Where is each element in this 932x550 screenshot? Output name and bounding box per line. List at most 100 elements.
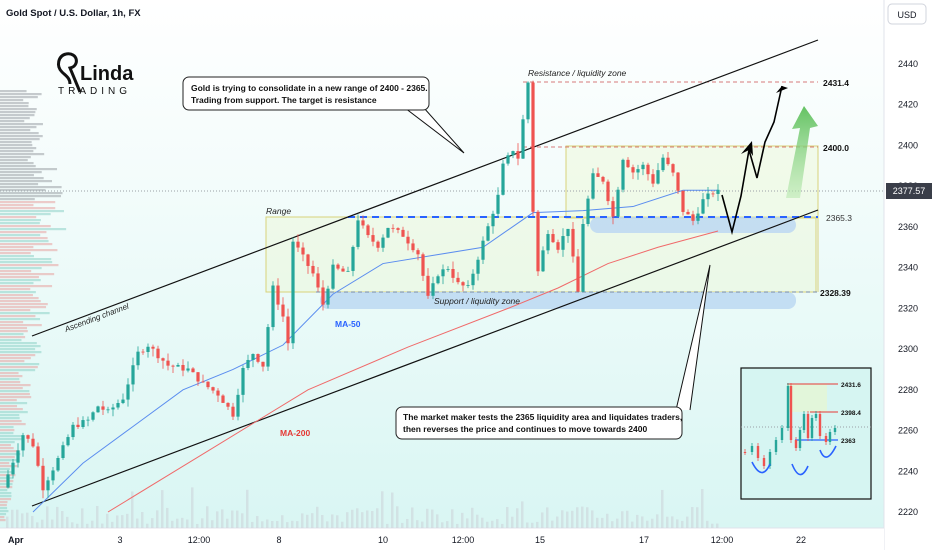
volume-bar (341, 521, 344, 528)
inset-candle-body (806, 414, 810, 438)
volume-profile-bar (0, 354, 36, 357)
candle-body (121, 399, 125, 404)
volume-profile-bar (0, 174, 34, 177)
volume-bar (321, 514, 324, 528)
candle-body (276, 285, 280, 305)
volume-profile-bar (0, 186, 62, 189)
linda-trading-logo: Linda TRADING (57, 52, 134, 97)
candle-body (451, 269, 455, 278)
candle-body (431, 283, 435, 296)
volume-bar (56, 506, 59, 528)
volume-bar (41, 519, 44, 528)
volume-bar (686, 516, 689, 528)
volume-bar (446, 521, 449, 528)
candle-body (391, 227, 395, 229)
volume-profile-bar (0, 111, 36, 114)
volume-bar (386, 523, 389, 528)
candle-body (111, 407, 115, 410)
volume-profile-bar (0, 243, 53, 246)
volume-profile-bar (0, 312, 50, 315)
volume-profile-bar (0, 132, 39, 135)
volume-bar (241, 513, 244, 528)
volume-profile-bar (0, 141, 32, 144)
volume-bar (526, 522, 529, 528)
currency-button-label[interactable]: USD (897, 10, 917, 20)
volume-bar (86, 523, 89, 528)
time-axis-ticks: Apr 3 12:00 8 10 12:00 15 17 12:00 22 (8, 535, 806, 545)
volume-bar (26, 512, 29, 528)
candle-body (651, 174, 655, 184)
volume-profile-bar (0, 372, 19, 375)
price-tick-2320: 2320 (898, 303, 918, 313)
volume-profile-bar (0, 264, 59, 267)
volume-bar (271, 521, 274, 528)
candle-body (351, 246, 355, 271)
volume-profile-bar (0, 252, 31, 255)
candle-body (501, 163, 505, 195)
volume-bar (376, 508, 379, 528)
volume-profile-bar (0, 153, 45, 156)
volume-bar (646, 520, 649, 528)
candle-body (51, 470, 55, 481)
volume-profile-bar (0, 393, 30, 396)
inset-candle-body (750, 446, 754, 452)
volume-bar (36, 522, 39, 528)
candle-body (691, 214, 695, 221)
volume-bar (436, 514, 439, 528)
support-zone-label: Support / liquidity zone (434, 296, 520, 306)
volume-profile-bar (0, 402, 28, 405)
volume-profile-bar (0, 123, 43, 126)
volume-profile-bar (0, 510, 9, 513)
volume-profile-bar (0, 366, 38, 369)
volume-profile-bar (0, 105, 29, 108)
ma50-line (32, 189, 718, 513)
volume-bar (571, 510, 574, 528)
volume-bar (51, 519, 54, 528)
candle-body (466, 285, 470, 286)
volume-profile-bar (0, 501, 8, 504)
candle-body (36, 446, 40, 466)
candle-body (371, 235, 375, 242)
candle-body (441, 269, 445, 277)
volume-bar (656, 514, 659, 528)
candle-body (576, 256, 580, 292)
candle-body (376, 241, 380, 248)
volume-profile-bar (0, 207, 56, 210)
candle-body (131, 365, 135, 385)
volume-bar (236, 510, 239, 528)
volume-bar (151, 518, 154, 528)
currency-button[interactable]: USD (887, 3, 927, 25)
candle-body (551, 234, 555, 243)
volume-bar (561, 510, 564, 528)
candle-body (401, 229, 405, 237)
volume-profile-bar (0, 165, 36, 168)
currency-button-frame[interactable] (887, 3, 927, 25)
candle-body (616, 189, 620, 217)
volume-bar (76, 523, 79, 528)
logo-r-glyph (57, 52, 82, 93)
volume-profile-bar (0, 195, 62, 198)
candle-body (456, 277, 460, 283)
volume-profile-bar (0, 414, 20, 417)
volume-bar (226, 518, 229, 528)
price-tick-2280: 2280 (898, 385, 918, 395)
volume-profile-bar (0, 318, 41, 321)
volume-profile-bar (0, 333, 24, 336)
candle-body (91, 412, 95, 420)
volume-profile-bar (0, 288, 31, 291)
time-tick-8: 12:00 (711, 535, 734, 545)
volume-bar (651, 518, 654, 528)
volume-bar (441, 522, 444, 528)
inset-candle-body (833, 428, 837, 432)
candle-body (561, 236, 565, 250)
volume-profile-bar (0, 495, 12, 498)
volume-bar (431, 509, 434, 528)
volume-bar (476, 514, 479, 528)
candle-body (116, 403, 120, 408)
candle-body (476, 259, 480, 274)
volume-bar (66, 516, 69, 528)
volume-profile-bar (0, 447, 14, 450)
volume-profile-bar (0, 297, 39, 300)
volume-bar (551, 520, 554, 528)
candle-body (366, 225, 370, 236)
